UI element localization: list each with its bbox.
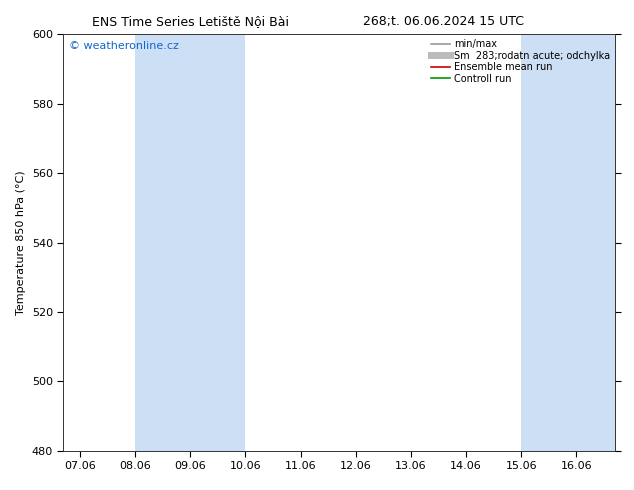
Text: © weatheronline.cz: © weatheronline.cz bbox=[69, 41, 179, 50]
Bar bbox=[521, 34, 615, 451]
Bar bbox=[135, 34, 245, 451]
Y-axis label: Temperature 850 hPa (°C): Temperature 850 hPa (°C) bbox=[16, 170, 26, 315]
Text: ENS Time Series Letiště Nội Bài: ENS Time Series Letiště Nội Bài bbox=[92, 15, 288, 28]
Legend: min/max, Sm  283;rodatn acute; odchylka, Ensemble mean run, Controll run: min/max, Sm 283;rodatn acute; odchylka, … bbox=[429, 37, 612, 85]
Text: 268;t. 06.06.2024 15 UTC: 268;t. 06.06.2024 15 UTC bbox=[363, 15, 524, 28]
